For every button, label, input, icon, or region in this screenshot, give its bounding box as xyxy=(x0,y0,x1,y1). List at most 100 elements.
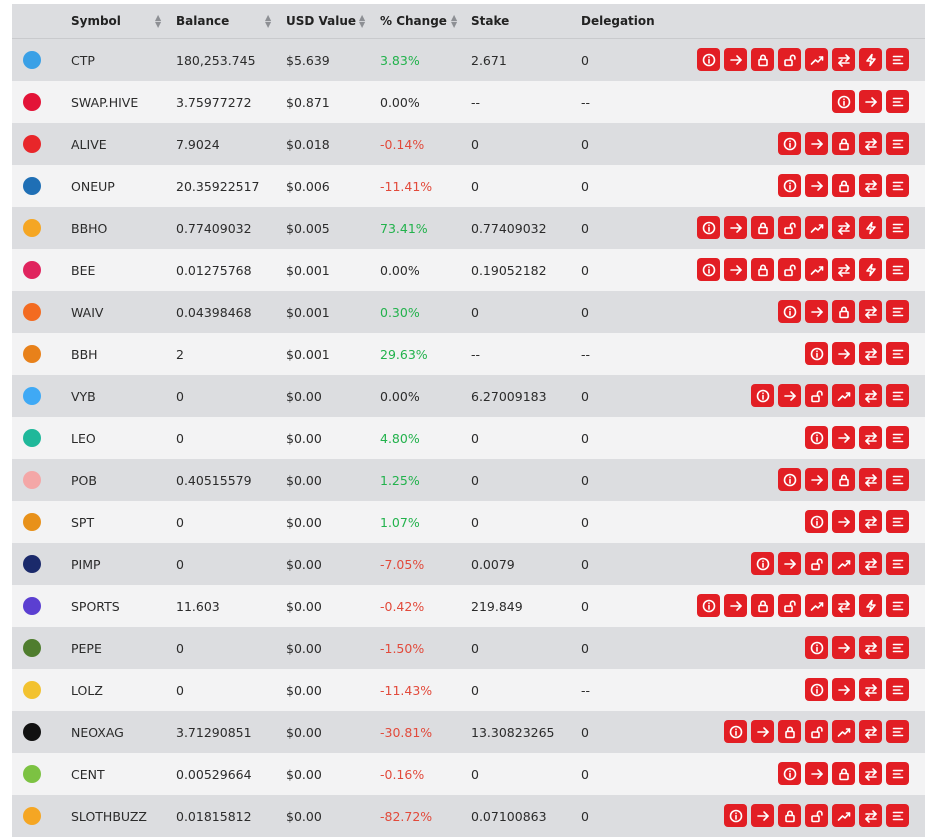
delegate-button[interactable] xyxy=(805,216,828,239)
swap-button[interactable] xyxy=(832,216,855,239)
menu-button[interactable] xyxy=(886,678,909,701)
menu-button[interactable] xyxy=(886,132,909,155)
swap-button[interactable] xyxy=(859,636,882,659)
swap-button[interactable] xyxy=(859,720,882,743)
delegate-button[interactable] xyxy=(805,48,828,71)
menu-button[interactable] xyxy=(886,720,909,743)
menu-button[interactable] xyxy=(886,300,909,323)
power-button[interactable] xyxy=(859,258,882,281)
transfer-button[interactable] xyxy=(724,258,747,281)
info-button[interactable] xyxy=(697,594,720,617)
info-button[interactable] xyxy=(805,342,828,365)
delegate-button[interactable] xyxy=(832,720,855,743)
info-button[interactable] xyxy=(778,468,801,491)
menu-button[interactable] xyxy=(886,384,909,407)
info-button[interactable] xyxy=(751,384,774,407)
delegate-button[interactable] xyxy=(805,594,828,617)
transfer-button[interactable] xyxy=(805,762,828,785)
transfer-button[interactable] xyxy=(778,384,801,407)
sort-balance-icon[interactable]: ▲ ▼ xyxy=(265,13,272,29)
stake-button[interactable] xyxy=(832,762,855,785)
menu-button[interactable] xyxy=(886,510,909,533)
unstake-button[interactable] xyxy=(805,552,828,575)
menu-button[interactable] xyxy=(886,594,909,617)
swap-button[interactable] xyxy=(859,300,882,323)
swap-button[interactable] xyxy=(859,678,882,701)
transfer-button[interactable] xyxy=(859,90,882,113)
menu-button[interactable] xyxy=(886,342,909,365)
info-button[interactable] xyxy=(778,174,801,197)
unstake-button[interactable] xyxy=(805,804,828,827)
transfer-button[interactable] xyxy=(832,678,855,701)
header-usd-value[interactable]: USD Value xyxy=(286,14,357,28)
menu-button[interactable] xyxy=(886,48,909,71)
header-symbol[interactable]: Symbol xyxy=(71,14,121,28)
swap-button[interactable] xyxy=(859,426,882,449)
stake-button[interactable] xyxy=(778,720,801,743)
transfer-button[interactable] xyxy=(832,510,855,533)
stake-button[interactable] xyxy=(751,48,774,71)
transfer-button[interactable] xyxy=(724,594,747,617)
swap-button[interactable] xyxy=(859,510,882,533)
stake-button[interactable] xyxy=(751,216,774,239)
info-button[interactable] xyxy=(805,426,828,449)
transfer-button[interactable] xyxy=(832,636,855,659)
transfer-button[interactable] xyxy=(805,132,828,155)
menu-button[interactable] xyxy=(886,636,909,659)
transfer-button[interactable] xyxy=(751,804,774,827)
info-button[interactable] xyxy=(778,132,801,155)
swap-button[interactable] xyxy=(832,258,855,281)
transfer-button[interactable] xyxy=(724,48,747,71)
unstake-button[interactable] xyxy=(778,258,801,281)
info-button[interactable] xyxy=(805,678,828,701)
stake-button[interactable] xyxy=(832,300,855,323)
info-button[interactable] xyxy=(832,90,855,113)
swap-button[interactable] xyxy=(859,132,882,155)
power-button[interactable] xyxy=(859,48,882,71)
swap-button[interactable] xyxy=(859,552,882,575)
swap-button[interactable] xyxy=(859,468,882,491)
delegate-button[interactable] xyxy=(832,804,855,827)
swap-button[interactable] xyxy=(859,174,882,197)
info-button[interactable] xyxy=(778,762,801,785)
transfer-button[interactable] xyxy=(751,720,774,743)
transfer-button[interactable] xyxy=(805,468,828,491)
info-button[interactable] xyxy=(805,636,828,659)
transfer-button[interactable] xyxy=(805,174,828,197)
stake-button[interactable] xyxy=(832,174,855,197)
swap-button[interactable] xyxy=(859,804,882,827)
menu-button[interactable] xyxy=(886,216,909,239)
menu-button[interactable] xyxy=(886,174,909,197)
transfer-button[interactable] xyxy=(778,552,801,575)
info-button[interactable] xyxy=(751,552,774,575)
transfer-button[interactable] xyxy=(832,426,855,449)
info-button[interactable] xyxy=(697,48,720,71)
power-button[interactable] xyxy=(859,216,882,239)
transfer-button[interactable] xyxy=(832,342,855,365)
info-button[interactable] xyxy=(778,300,801,323)
menu-button[interactable] xyxy=(886,258,909,281)
info-button[interactable] xyxy=(697,258,720,281)
menu-button[interactable] xyxy=(886,804,909,827)
swap-button[interactable] xyxy=(832,594,855,617)
swap-button[interactable] xyxy=(859,762,882,785)
info-button[interactable] xyxy=(724,804,747,827)
stake-button[interactable] xyxy=(751,258,774,281)
menu-button[interactable] xyxy=(886,762,909,785)
delegate-button[interactable] xyxy=(832,384,855,407)
swap-button[interactable] xyxy=(859,384,882,407)
swap-button[interactable] xyxy=(859,342,882,365)
unstake-button[interactable] xyxy=(778,594,801,617)
unstake-button[interactable] xyxy=(805,384,828,407)
info-button[interactable] xyxy=(724,720,747,743)
info-button[interactable] xyxy=(697,216,720,239)
stake-button[interactable] xyxy=(751,594,774,617)
menu-button[interactable] xyxy=(886,426,909,449)
transfer-button[interactable] xyxy=(724,216,747,239)
swap-button[interactable] xyxy=(832,48,855,71)
unstake-button[interactable] xyxy=(805,720,828,743)
unstake-button[interactable] xyxy=(778,216,801,239)
unstake-button[interactable] xyxy=(778,48,801,71)
transfer-button[interactable] xyxy=(805,300,828,323)
header-balance[interactable]: Balance xyxy=(176,14,230,28)
